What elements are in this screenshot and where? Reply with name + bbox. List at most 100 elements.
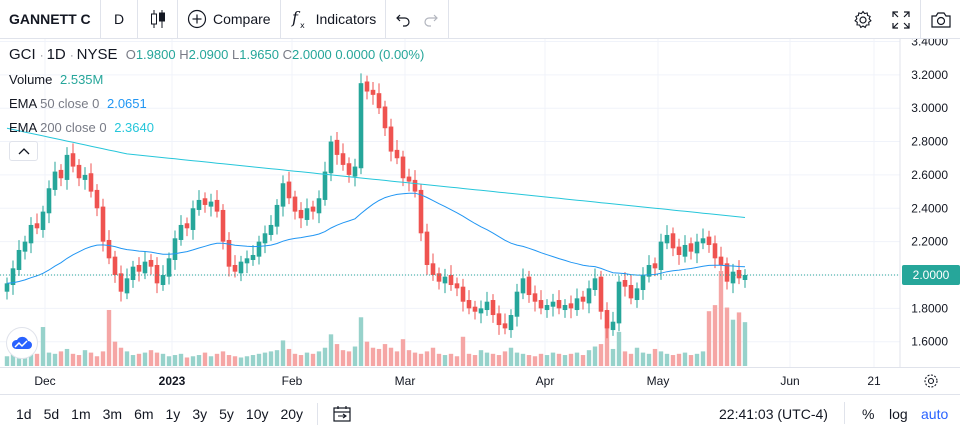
- volume-bar: [100, 351, 106, 366]
- candle-body: [658, 241, 664, 270]
- volume-bar: [142, 352, 148, 366]
- candle-body: [304, 208, 310, 220]
- chart-type-button[interactable]: [138, 0, 178, 39]
- range-20y[interactable]: 20y: [280, 406, 304, 422]
- range-10y[interactable]: 10y: [245, 406, 269, 422]
- candle-body: [172, 238, 178, 260]
- volume-bar: [250, 355, 256, 366]
- legend-exchange: NYSE: [76, 46, 118, 63]
- legend-l-label: L: [232, 47, 240, 62]
- plus-circle-icon: [187, 9, 207, 29]
- snapshot-button[interactable]: [920, 0, 960, 39]
- candle-body: [670, 233, 676, 249]
- y-tick-label: 1.8000: [911, 301, 948, 315]
- candle-body: [124, 278, 130, 294]
- chart-area[interactable]: 3.4000 3.2000 3.0000 2.8000 2.6000 2.4000 2.20…: [0, 39, 960, 367]
- candle-body: [520, 278, 526, 294]
- volume-bar: [58, 351, 64, 366]
- price-chart[interactable]: 3.4000 3.2000 3.0000 2.8000 2.6000 2.4000 2.20…: [0, 39, 960, 367]
- interval-selector[interactable]: D: [101, 0, 138, 39]
- candle-body: [88, 173, 94, 192]
- percent-toggle[interactable]: %: [862, 406, 875, 422]
- volume-bar: [478, 350, 484, 366]
- candle-body: [448, 275, 454, 286]
- candle-body: [262, 233, 268, 244]
- time-axis[interactable]: Dec 2023 Feb Mar Apr May Jun 21: [0, 367, 960, 394]
- volume-bar: [646, 353, 652, 366]
- range-6m[interactable]: 6m: [134, 406, 154, 422]
- range-1d[interactable]: 1d: [16, 406, 32, 422]
- candle-body: [316, 198, 322, 214]
- settings-button[interactable]: [844, 0, 882, 39]
- candle-body: [382, 106, 388, 129]
- legend-main: GCI · 1D · NYSE O1.9800 H2.0900 L1.9650 …: [9, 46, 425, 63]
- volume-bar: [514, 352, 520, 366]
- legend-volume[interactable]: Volume 2.535M: [9, 72, 103, 87]
- legend-collapse-button[interactable]: [9, 141, 38, 161]
- volume-bar: [712, 305, 718, 366]
- y-tick-label: 2.2000: [911, 235, 948, 249]
- legend-open: 1.9800: [135, 47, 176, 62]
- undo-icon[interactable]: [395, 11, 411, 27]
- legend-c-label: C: [282, 47, 293, 62]
- volume-bar: [196, 355, 202, 366]
- indicators-button[interactable]: f x Indicators: [281, 0, 387, 39]
- candle-body: [154, 264, 160, 284]
- candle-body: [100, 206, 106, 242]
- clock-timezone[interactable]: 22:41:03 (UTC-4): [719, 406, 828, 422]
- range-1y[interactable]: 1y: [165, 406, 181, 422]
- candle-body: [598, 276, 604, 312]
- volume-bar: [628, 353, 634, 366]
- legend-high: 2.0900: [188, 47, 229, 62]
- volume-bar: [406, 350, 412, 366]
- volume-bar: [328, 334, 334, 366]
- y-tick-label: 1.6000: [911, 335, 948, 349]
- candle-body: [742, 275, 748, 281]
- range-3y[interactable]: 3y: [192, 406, 208, 422]
- candle-body: [682, 244, 688, 257]
- volume-bar: [484, 352, 490, 366]
- last-price-tag: 2.0000: [902, 265, 960, 285]
- candle-body: [556, 300, 562, 309]
- candle-body: [82, 174, 88, 180]
- volume-bar: [592, 346, 598, 366]
- range-buttons: 1d 5d 1m 3m 6m 1y 3y 5y 10y 20y: [0, 406, 309, 422]
- volume-bar: [610, 348, 616, 366]
- candle-body: [616, 281, 622, 324]
- legend-ema200[interactable]: EMA 200 close 0 2.3640: [9, 120, 154, 135]
- volume-bar: [148, 350, 154, 366]
- compare-button[interactable]: Compare: [178, 0, 281, 39]
- range-3m[interactable]: 3m: [102, 406, 123, 422]
- candle-body: [112, 256, 118, 275]
- candle-body: [286, 181, 292, 199]
- fullscreen-button[interactable]: [882, 0, 920, 39]
- axis-settings-icon[interactable]: [924, 374, 938, 388]
- volume-bar: [262, 352, 268, 366]
- y-tick-label: 3.0000: [911, 101, 948, 115]
- candle-body: [514, 291, 520, 317]
- range-5y[interactable]: 5y: [219, 406, 234, 422]
- candle-body: [442, 276, 448, 284]
- volume-bar: [394, 351, 400, 366]
- log-toggle[interactable]: log: [889, 406, 908, 422]
- volume-bar: [40, 327, 46, 366]
- volume-bar: [124, 351, 130, 366]
- y-tick-label: 3.4000: [911, 39, 948, 48]
- candle-body: [58, 169, 64, 179]
- legend-ema50[interactable]: EMA 50 close 0 2.0651: [9, 96, 147, 111]
- volume-bar: [370, 347, 376, 366]
- redo-icon[interactable]: [423, 11, 439, 27]
- range-1m[interactable]: 1m: [71, 406, 91, 422]
- volume-bar: [694, 353, 700, 366]
- volume-bar: [292, 353, 298, 366]
- volume-bar: [550, 352, 556, 366]
- tradingview-logo[interactable]: [6, 327, 38, 359]
- symbol-search[interactable]: GANNETT C: [0, 0, 101, 39]
- legend-h-label: H: [179, 47, 189, 62]
- svg-text:x: x: [300, 21, 305, 30]
- range-5d[interactable]: 5d: [43, 406, 60, 422]
- volume-bar: [298, 355, 304, 366]
- candle-body: [274, 204, 280, 227]
- auto-toggle[interactable]: auto: [921, 406, 949, 422]
- date-range-icon[interactable]: [332, 405, 352, 423]
